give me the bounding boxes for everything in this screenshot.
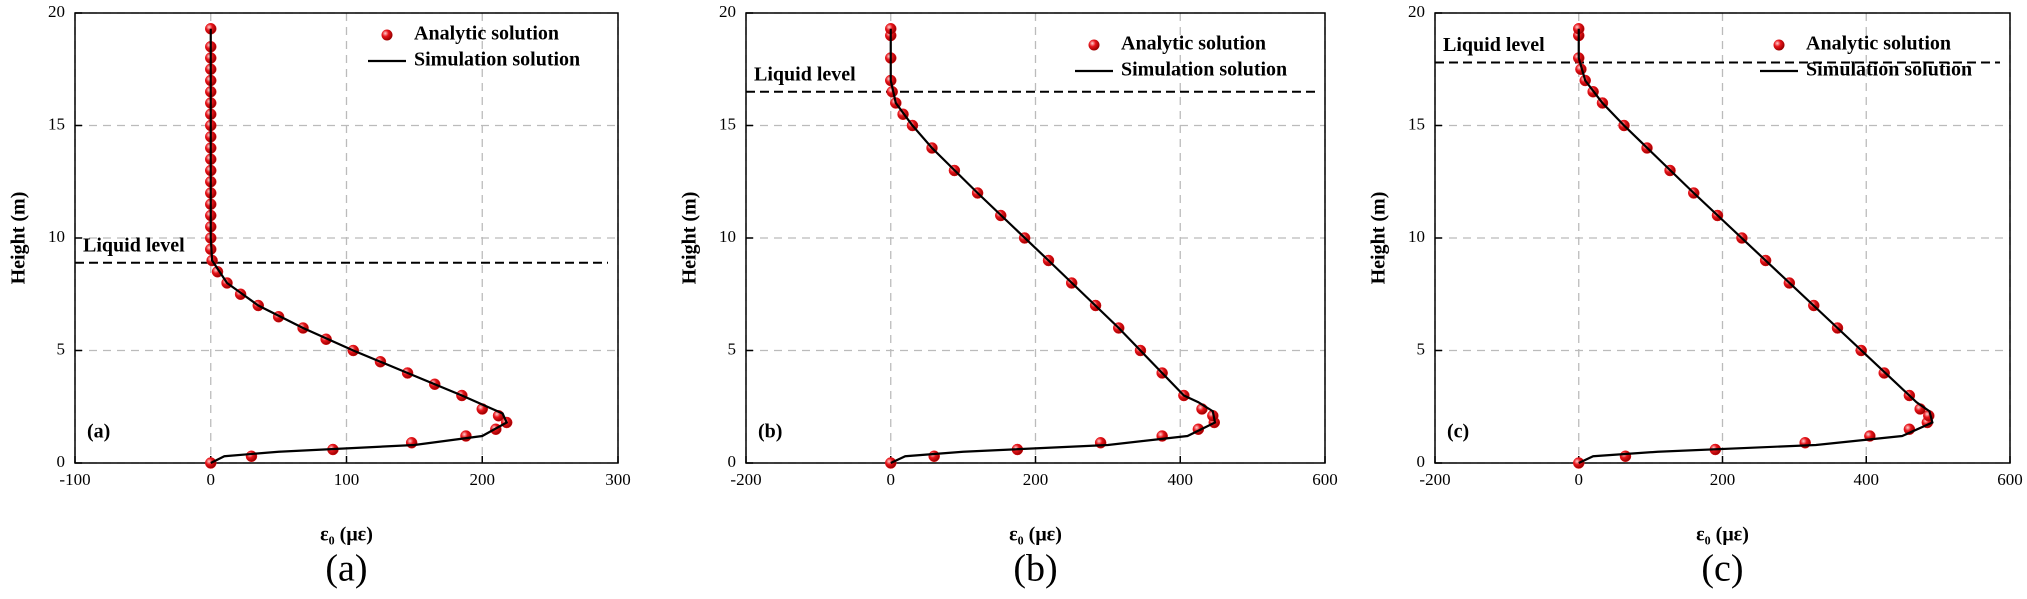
x-axis-label: ε₀ (με) (1696, 524, 1749, 546)
x-tick-label: -200 (1419, 470, 1450, 489)
x-tick-label: 400 (1168, 470, 1194, 489)
analytic-point (928, 450, 940, 462)
y-tick-label: 10 (48, 227, 65, 246)
y-tick-label: 0 (57, 452, 66, 471)
plot-frame (1434, 12, 2011, 464)
panel-label: (a) (87, 421, 110, 443)
x-tick-label: 400 (1854, 470, 1880, 489)
x-tick-label: 100 (334, 470, 360, 489)
y-tick-label: 15 (1408, 114, 1425, 133)
caption: (b) (1013, 548, 1057, 590)
y-tick-label: 5 (57, 339, 66, 358)
legend-key (1088, 39, 1100, 51)
x-tick-label: -200 (730, 470, 761, 489)
x-tick-label: 0 (207, 470, 216, 489)
x-tick-label: 200 (1023, 470, 1049, 489)
legend-label: Simulation solution (1121, 59, 1287, 81)
x-tick-label: 600 (1312, 470, 1338, 489)
legend-key (1773, 39, 1785, 51)
y-axis-label: Height (m) (8, 192, 30, 285)
legend-label: Simulation solution (414, 49, 580, 71)
legend-label: Simulation solution (1806, 59, 1972, 81)
x-tick-label: 200 (1710, 470, 1736, 489)
simulation-line (209, 28, 509, 464)
y-tick-label: 15 (719, 114, 736, 133)
panel-label: (b) (758, 421, 782, 443)
x-axis-label: ε₀ (με) (320, 524, 373, 546)
y-tick-label: 5 (728, 339, 737, 358)
analytic-point (405, 437, 418, 449)
legend-key (381, 29, 393, 41)
caption: (a) (325, 548, 367, 590)
x-axis-label: ε₀ (με) (1009, 524, 1062, 546)
x-tick-label: 0 (887, 470, 896, 489)
y-tick-label: 20 (1408, 2, 1425, 21)
y-tick-label: 0 (1417, 452, 1426, 471)
analytic-point (460, 430, 472, 442)
y-tick-label: 20 (48, 2, 65, 21)
legend-label: Analytic solution (1121, 33, 1266, 55)
y-tick-label: 5 (1417, 339, 1426, 358)
analytic-point (245, 450, 258, 462)
y-tick-label: 10 (1408, 227, 1425, 246)
plot-frame (745, 12, 1326, 464)
analytic-point (1619, 450, 1632, 462)
simulation-line (889, 28, 1217, 464)
x-tick-label: 0 (1575, 470, 1584, 489)
panel-label: (c) (1447, 421, 1469, 443)
liquid-level-label: Liquid level (1443, 34, 1545, 56)
y-tick-label: 15 (48, 114, 65, 133)
liquid-level-label: Liquid level (83, 234, 185, 256)
simulation-line (1577, 28, 1934, 464)
x-tick-label: 300 (605, 470, 631, 489)
y-axis-label: Height (m) (1368, 192, 1390, 285)
caption: (c) (1701, 548, 1743, 590)
legend-label: Analytic solution (414, 23, 559, 45)
plot-frame (74, 12, 619, 464)
x-tick-label: -100 (59, 470, 90, 489)
liquid-level-label: Liquid level (754, 63, 856, 85)
y-axis-label: Height (m) (679, 192, 701, 285)
x-tick-label: 600 (1997, 470, 2023, 489)
y-tick-label: 20 (719, 2, 736, 21)
y-tick-label: 0 (728, 452, 737, 471)
legend-label: Analytic solution (1806, 33, 1951, 55)
y-tick-label: 10 (719, 227, 736, 246)
x-tick-label: 200 (470, 470, 496, 489)
